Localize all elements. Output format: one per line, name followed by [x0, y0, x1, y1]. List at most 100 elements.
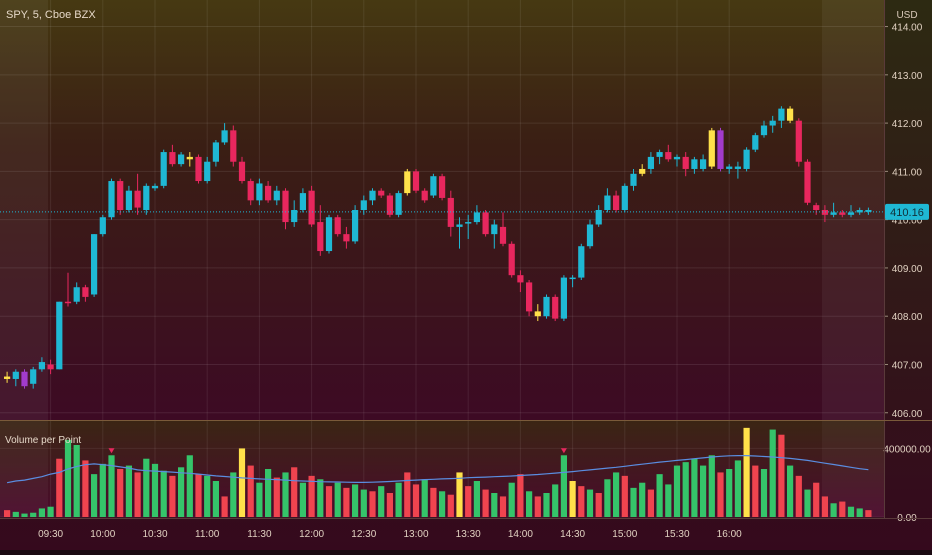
volume-bar — [508, 482, 515, 517]
candle-body — [517, 275, 524, 283]
candle-body — [630, 173, 637, 186]
volume-bar — [473, 481, 480, 517]
time-tick-label: 10:00 — [90, 529, 115, 540]
symbol-title[interactable]: SPY, 5, Cboe BZX — [6, 9, 96, 21]
candle-body — [717, 130, 724, 169]
candle-body — [47, 364, 54, 370]
volume-bar — [647, 489, 654, 517]
volume-spike-marker — [108, 448, 115, 454]
session-shade-right — [822, 0, 884, 420]
volume-bar — [691, 458, 698, 517]
volume-bar — [247, 465, 254, 517]
candle-body — [64, 301, 72, 304]
candle-body — [378, 190, 385, 196]
candle-body — [421, 190, 428, 201]
volume-bar — [38, 508, 45, 517]
candle-body — [317, 222, 324, 252]
candle-body — [99, 217, 106, 235]
candle-body — [839, 212, 846, 215]
time-tick-label: 13:00 — [403, 529, 428, 540]
volume-bar — [21, 513, 28, 517]
candle-body — [778, 108, 785, 121]
candle-body — [108, 181, 115, 218]
volume-bar — [578, 486, 585, 517]
volume-bar — [256, 482, 263, 517]
volume-bar — [230, 472, 237, 517]
volume-bar — [830, 503, 837, 517]
candle-body — [847, 212, 855, 215]
volume-bar — [12, 511, 19, 517]
volume-bar — [456, 472, 463, 517]
candle-body — [195, 156, 202, 182]
candle-body — [256, 183, 263, 201]
candle-body — [865, 210, 872, 212]
volume-bar — [465, 486, 472, 517]
volume-bar — [334, 482, 341, 517]
volume-bar — [221, 496, 228, 517]
candle-body — [613, 195, 620, 210]
volume-bar — [821, 496, 828, 517]
volume-bar — [430, 487, 437, 517]
candle-body — [526, 282, 533, 312]
time-tick-label: 11:00 — [195, 529, 220, 540]
volume-bar — [795, 475, 802, 517]
price-tick-label: 407.00 — [892, 360, 923, 371]
candle-body — [795, 120, 802, 162]
volume-bar — [273, 477, 280, 517]
price-tick-label: 411.00 — [892, 167, 922, 178]
candle-body — [473, 212, 480, 223]
volume-bar — [378, 486, 385, 517]
candle-body — [543, 296, 550, 317]
volume-bar — [856, 508, 863, 517]
volume-bar — [99, 463, 106, 517]
time-tick-label: 14:30 — [560, 529, 585, 540]
volume-bar — [439, 491, 446, 517]
time-tick-label: 10:30 — [142, 529, 167, 540]
volume-bar — [613, 472, 620, 517]
candle-body — [369, 190, 376, 201]
volume-bar — [91, 474, 98, 517]
candle-body — [813, 205, 820, 210]
volume-bar — [343, 487, 350, 517]
volume-bar — [682, 462, 689, 517]
candle-body — [552, 296, 559, 319]
volume-bar — [813, 482, 820, 517]
volume-bar — [125, 465, 132, 517]
candle-body — [125, 190, 132, 210]
price-tick-label: 408.00 — [892, 312, 923, 323]
candle-body — [38, 362, 45, 370]
volume-bar — [839, 501, 846, 517]
volume-bar — [238, 448, 246, 517]
volume-bar — [169, 475, 176, 517]
time-tick-label: 15:30 — [664, 529, 689, 540]
candle-body — [508, 243, 515, 276]
candle-body — [708, 130, 715, 167]
candle-body — [560, 277, 567, 319]
candle-body — [238, 161, 246, 182]
volume-bar — [752, 465, 759, 517]
volume-bar — [708, 455, 715, 517]
volume-panel-title[interactable]: Volume per Point — [5, 435, 81, 446]
volume-bar — [734, 460, 741, 517]
volume-spike-marker — [560, 448, 567, 454]
volume-bar — [317, 479, 324, 517]
candle-body — [117, 181, 124, 210]
candle-body — [569, 277, 576, 280]
candle-body — [830, 212, 837, 215]
volume-bar — [517, 474, 524, 517]
volume-bar — [552, 484, 559, 517]
candle-body — [787, 108, 794, 121]
price-tick-label: 412.00 — [892, 119, 923, 130]
volume-bar — [352, 484, 359, 517]
candle-body — [578, 246, 585, 278]
candle-body — [204, 161, 211, 182]
last-price-label: 410.16 — [890, 207, 924, 219]
volume-bar — [282, 472, 289, 517]
candle-body — [856, 210, 863, 213]
volume-bar — [543, 493, 550, 517]
price-pane-background — [0, 0, 884, 420]
volume-bar — [569, 481, 576, 517]
candle-body — [595, 210, 602, 225]
candle-body — [691, 159, 698, 169]
